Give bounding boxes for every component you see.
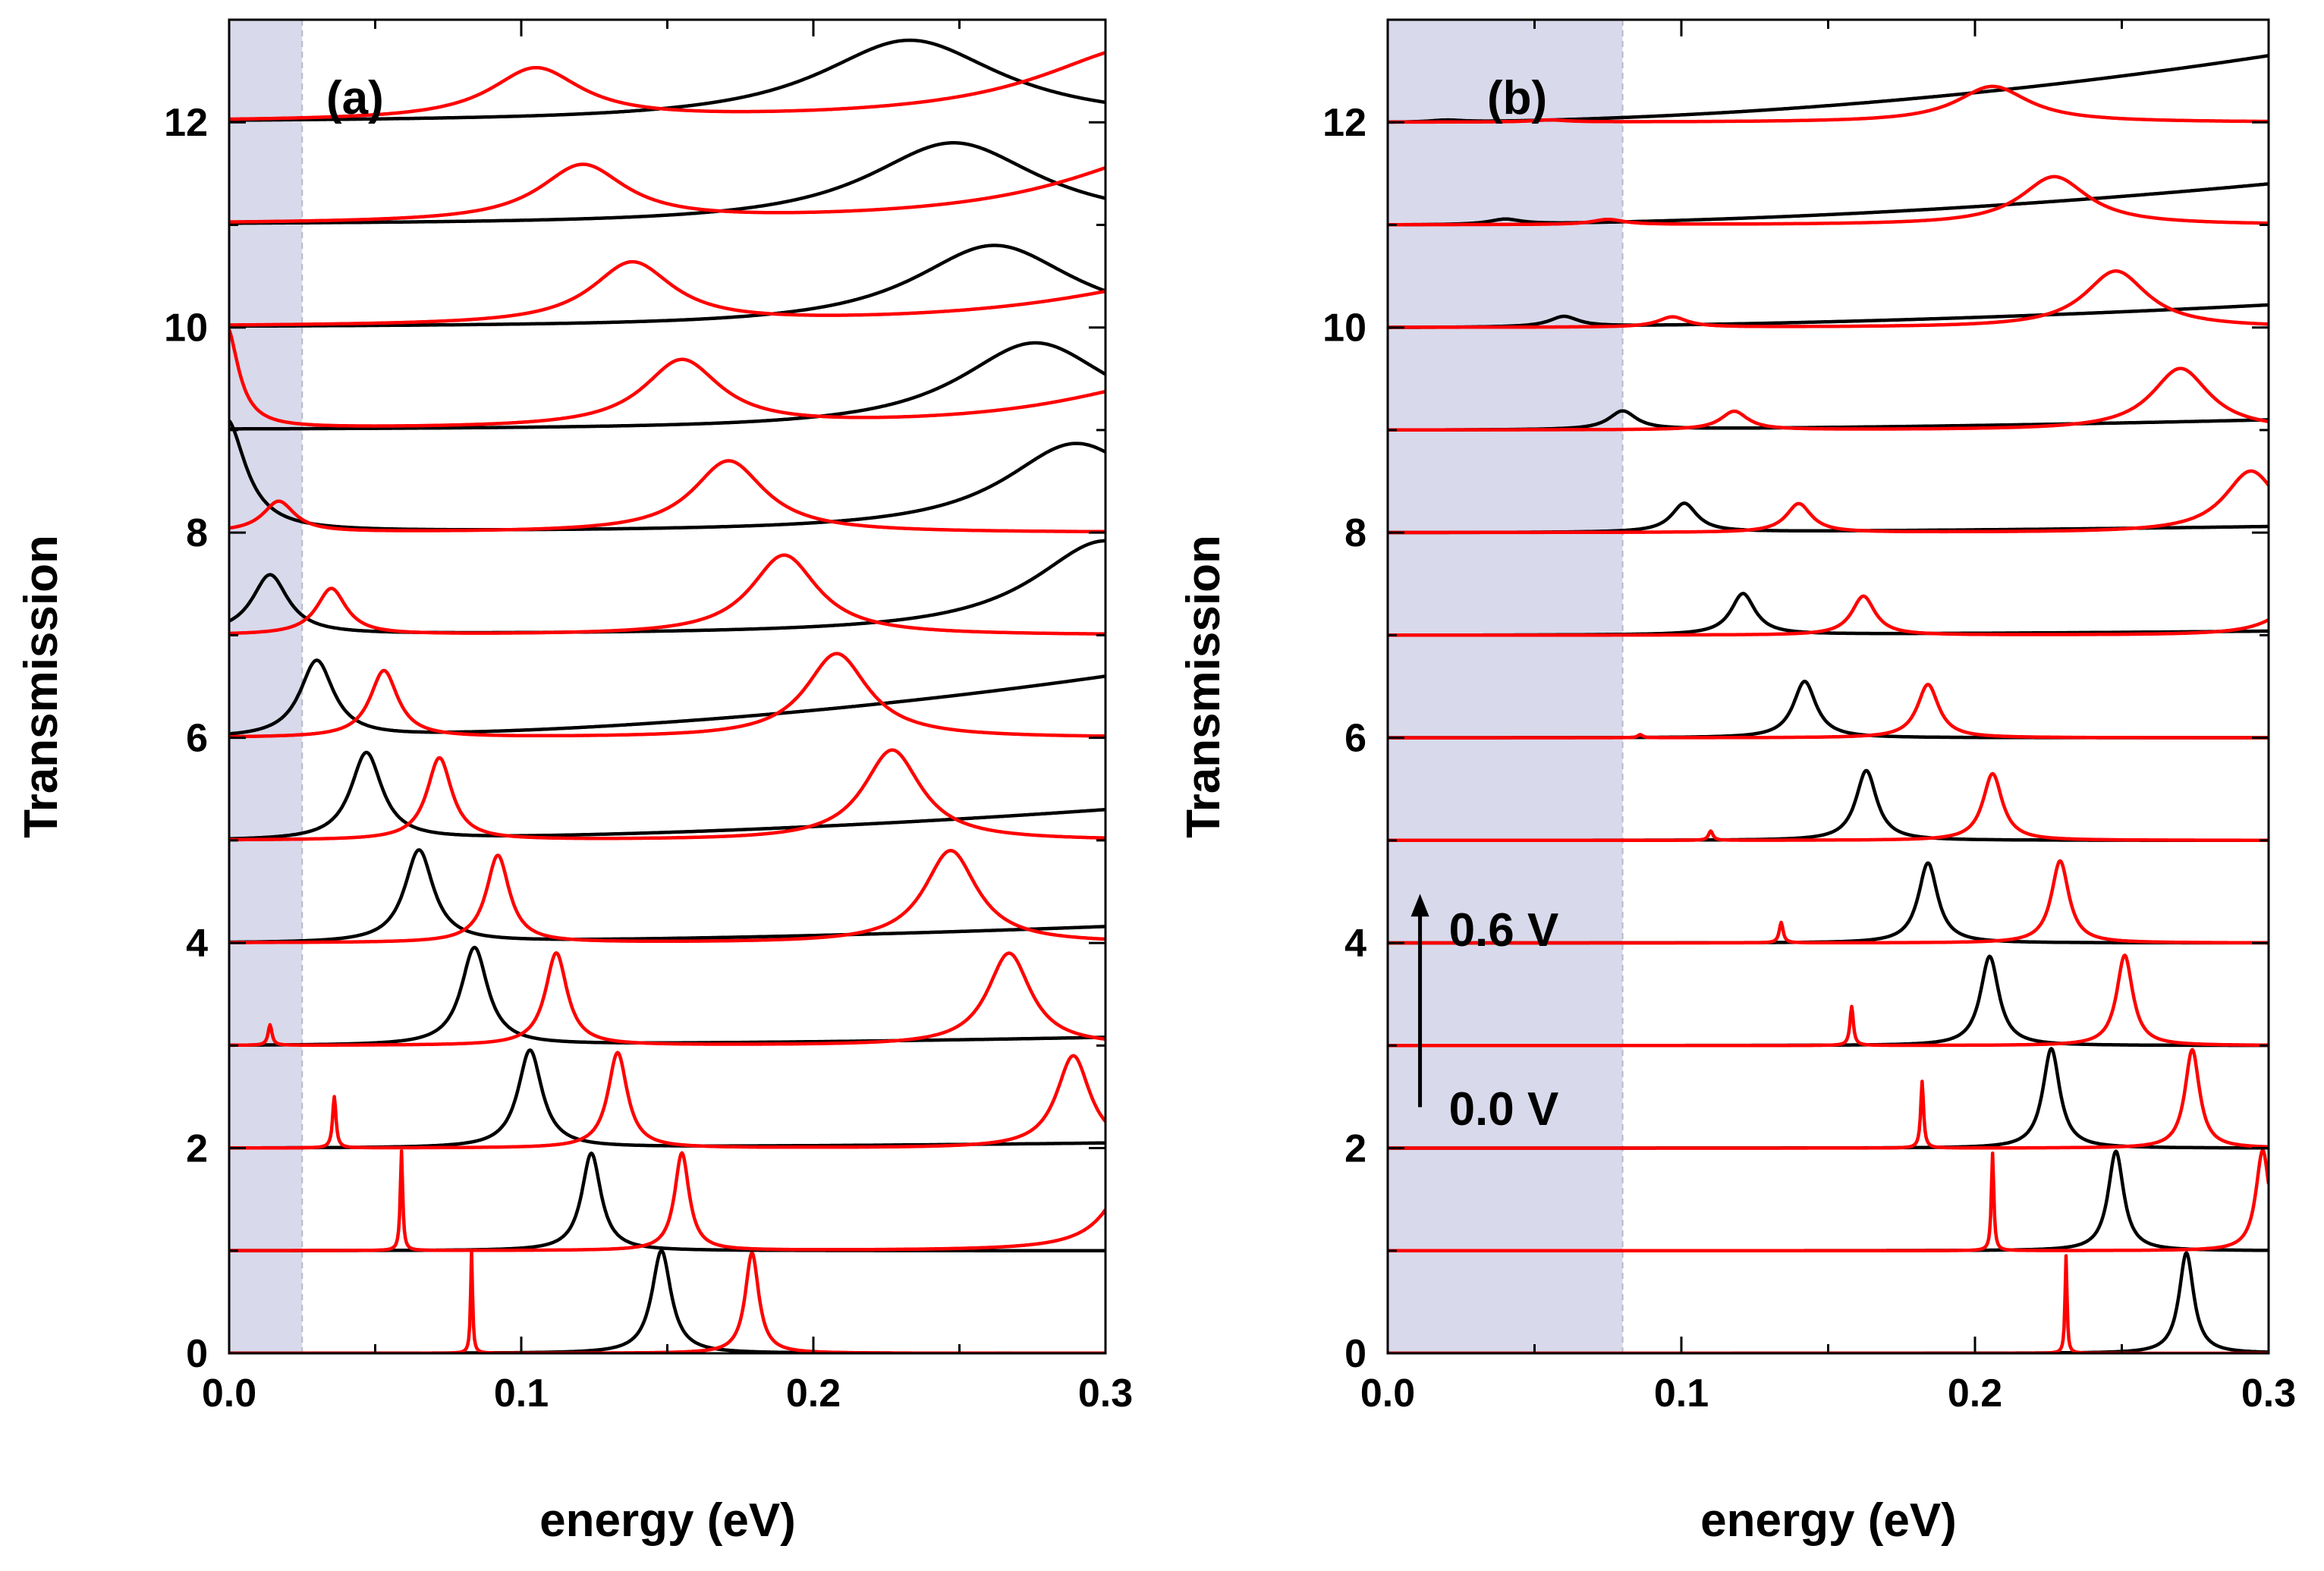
x-tick-label: 0.2 xyxy=(786,1371,841,1415)
curve-black-offset-0 xyxy=(229,1249,1105,1353)
panel-a: 0.0 0.1 0.2 0.3 0 2 4 6 8 10 12 energy (eV) Transmis… xyxy=(15,18,1133,1547)
y-tick-label: 8 xyxy=(186,511,208,555)
y-tick-label: 8 xyxy=(1344,511,1366,555)
curve-red-offset-3 xyxy=(229,950,1105,1048)
y-axis-label: Transmission xyxy=(1178,535,1230,838)
y-tick-label: 0 xyxy=(186,1332,208,1376)
y-tick-label: 2 xyxy=(1344,1127,1366,1171)
panel-label: (a) xyxy=(326,72,384,124)
curve-black-offset-10 xyxy=(1388,303,2269,329)
y-tick-label: 12 xyxy=(164,101,208,145)
curve-red-offset-9 xyxy=(1388,366,2269,432)
y-axis-label: Transmission xyxy=(15,535,68,838)
y-tick-label: 4 xyxy=(186,922,208,966)
curve-red-offset-6 xyxy=(229,652,1105,739)
shaded-region xyxy=(1388,20,1623,1353)
shaded-region xyxy=(229,20,303,1353)
curve-red-offset-12 xyxy=(229,51,1105,121)
x-tick-label: 0.1 xyxy=(494,1371,549,1415)
x-tick-label: 0.1 xyxy=(1654,1371,1709,1415)
x-tick-label: 0.0 xyxy=(202,1371,256,1415)
y-tick-label: 12 xyxy=(1322,101,1366,145)
y-tick-label: 6 xyxy=(186,717,208,761)
x-tick-label: 0.2 xyxy=(1948,1371,2002,1415)
y-tick-label: 4 xyxy=(1344,922,1366,966)
curve-red-offset-4 xyxy=(1388,859,2269,945)
bias-bottom-label: 0.0 V xyxy=(1449,1083,1559,1136)
curve-red-offset-5 xyxy=(1388,771,2269,843)
y-tick-label: 10 xyxy=(164,306,208,350)
panel-b: 0.0 0.1 0.2 0.3 0 2 4 6 8 10 12 energy (eV) Transmis… xyxy=(1178,18,2296,1547)
curve-black-offset-1 xyxy=(229,1152,1105,1252)
curve-black-offset-6 xyxy=(229,658,1105,736)
curves-group xyxy=(229,38,1105,1353)
curve-red-offset-5 xyxy=(229,748,1105,842)
bias-top-label: 0.6 V xyxy=(1449,904,1559,957)
curve-black-offset-5 xyxy=(229,750,1105,840)
curve-red-offset-1 xyxy=(229,1149,1105,1252)
curve-red-offset-8 xyxy=(229,459,1105,534)
curve-red-offset-2 xyxy=(229,1051,1105,1150)
curve-red-offset-6 xyxy=(1388,683,2269,740)
curve-red-offset-9 xyxy=(229,328,1105,428)
curve-red-offset-12 xyxy=(1388,84,2269,124)
curve-red-offset-11 xyxy=(229,162,1105,224)
curve-red-offset-10 xyxy=(229,259,1105,327)
curve-black-offset-11 xyxy=(229,141,1105,225)
x-axis-label: energy (eV) xyxy=(539,1494,796,1547)
curve-black-offset-9 xyxy=(229,341,1105,431)
bias-arrow-head xyxy=(1410,894,1429,917)
curve-black-offset-7 xyxy=(229,539,1105,635)
curve-red-offset-7 xyxy=(229,553,1105,636)
curve-red-offset-3 xyxy=(1388,954,2269,1048)
curve-red-offset-2 xyxy=(1388,1048,2269,1150)
curve-red-offset-8 xyxy=(1388,469,2269,535)
y-tick-label: 0 xyxy=(1344,1332,1366,1376)
curve-black-offset-4 xyxy=(229,848,1105,944)
curve-black-offset-10 xyxy=(229,244,1105,328)
curve-black-offset-3 xyxy=(229,945,1105,1048)
curve-black-offset-8 xyxy=(229,419,1105,532)
curve-red-offset-7 xyxy=(1388,594,2269,637)
panel-label: (b) xyxy=(1487,72,1547,124)
curve-red-offset-1 xyxy=(1388,1148,2269,1253)
curve-red-offset-10 xyxy=(1388,269,2269,329)
x-tick-label: 0.3 xyxy=(1078,1371,1133,1415)
x-tick-label: 0.3 xyxy=(2241,1371,2296,1415)
x-axis-label: energy (eV) xyxy=(1700,1494,1957,1547)
curve-black-offset-11 xyxy=(1388,182,2269,227)
curve-red-offset-4 xyxy=(229,849,1105,944)
curve-black-offset-2 xyxy=(229,1048,1105,1150)
y-tick-label: 10 xyxy=(1322,306,1366,350)
y-tick-label: 2 xyxy=(186,1127,208,1171)
x-tick-label: 0.0 xyxy=(1360,1371,1415,1415)
y-tick-label: 6 xyxy=(1344,717,1366,761)
curve-red-offset-11 xyxy=(1388,174,2269,227)
